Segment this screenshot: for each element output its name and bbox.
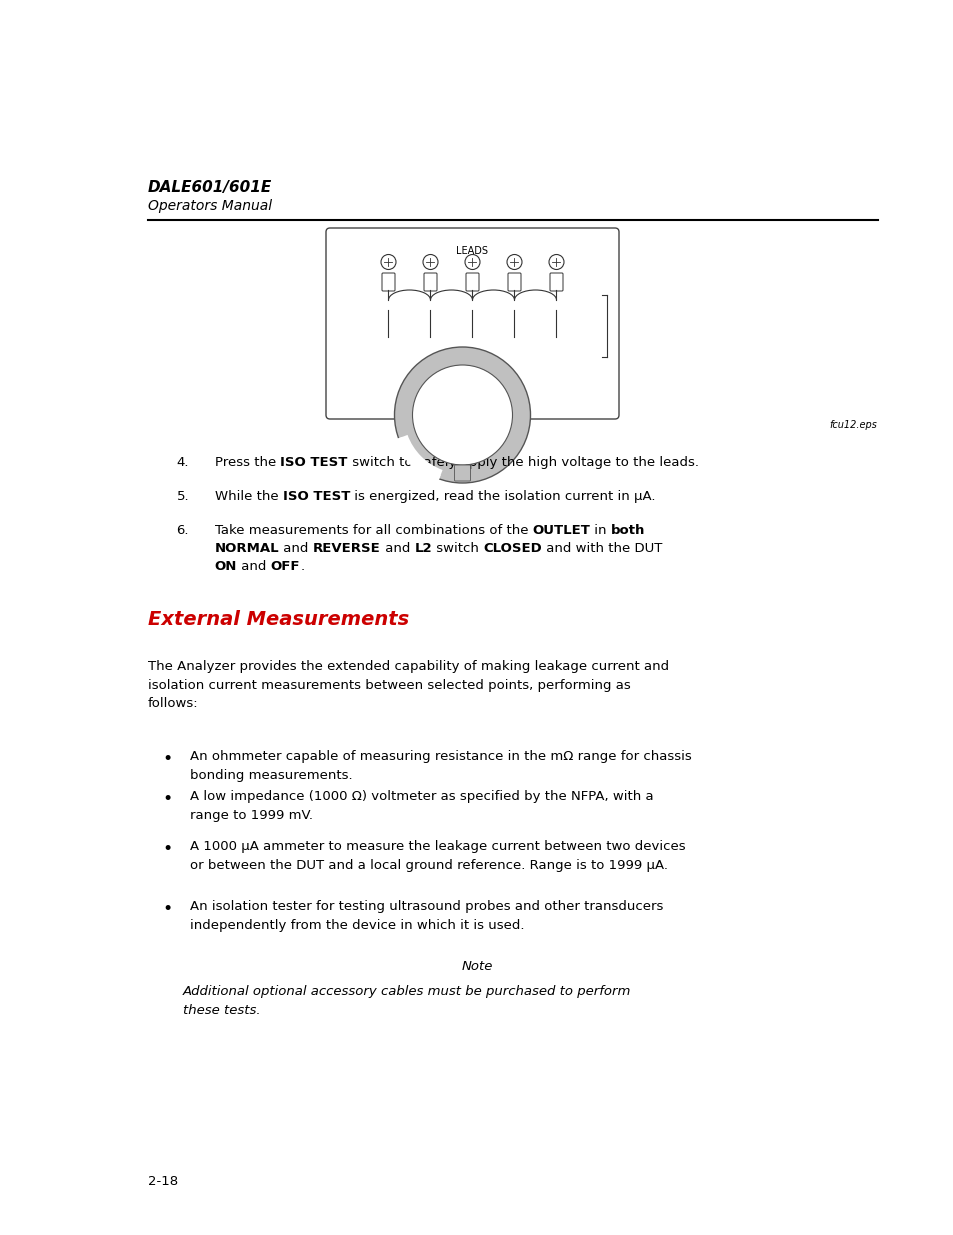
Text: Operators Manual: Operators Manual: [148, 199, 272, 212]
Text: ON: ON: [214, 559, 236, 573]
Text: The Analyzer provides the extended capability of making leakage current and
isol: The Analyzer provides the extended capab…: [148, 659, 668, 710]
FancyBboxPatch shape: [465, 273, 478, 291]
Text: is energized, read the isolation current in μA.: is energized, read the isolation current…: [350, 490, 655, 503]
Text: CLOSED: CLOSED: [482, 542, 541, 555]
Text: While the: While the: [214, 490, 282, 503]
Circle shape: [464, 254, 479, 269]
FancyBboxPatch shape: [507, 273, 520, 291]
Text: A 1000 μA ammeter to measure the leakage current between two devices
or between : A 1000 μA ammeter to measure the leakage…: [190, 840, 685, 872]
FancyBboxPatch shape: [454, 466, 470, 480]
FancyBboxPatch shape: [550, 273, 562, 291]
Text: and: and: [236, 559, 271, 573]
Text: •: •: [163, 790, 172, 808]
Circle shape: [506, 254, 521, 269]
Text: NORMAL: NORMAL: [214, 542, 279, 555]
Text: •: •: [163, 900, 172, 918]
Text: OFF: OFF: [271, 559, 300, 573]
Text: switch: switch: [432, 542, 482, 555]
Circle shape: [395, 347, 530, 483]
Text: A low impedance (1000 Ω) voltmeter as specified by the NFPA, with a
range to 199: A low impedance (1000 Ω) voltmeter as sp…: [190, 790, 653, 821]
Text: Press the: Press the: [214, 456, 280, 469]
Text: •: •: [163, 840, 172, 858]
Text: An isolation tester for testing ultrasound probes and other transducers
independ: An isolation tester for testing ultrasou…: [190, 900, 662, 931]
Text: LEADS: LEADS: [456, 246, 488, 256]
Text: and: and: [380, 542, 414, 555]
Circle shape: [380, 254, 395, 269]
Text: 5.: 5.: [176, 490, 189, 503]
Text: An ohmmeter capable of measuring resistance in the mΩ range for chassis
bonding : An ohmmeter capable of measuring resista…: [190, 750, 691, 782]
Text: ISO TEST: ISO TEST: [282, 490, 350, 503]
Circle shape: [412, 366, 512, 466]
Text: and with the DUT: and with the DUT: [541, 542, 661, 555]
Text: fcu12.eps: fcu12.eps: [829, 420, 877, 430]
FancyBboxPatch shape: [423, 273, 436, 291]
Text: Take measurements for all combinations of the: Take measurements for all combinations o…: [214, 524, 532, 537]
Text: REVERSE: REVERSE: [313, 542, 380, 555]
Text: External Measurements: External Measurements: [148, 610, 409, 629]
FancyBboxPatch shape: [326, 228, 618, 419]
Text: switch to safely apply the high voltage to the leads.: switch to safely apply the high voltage …: [347, 456, 698, 469]
Text: 6.: 6.: [176, 524, 189, 537]
Text: and: and: [279, 542, 313, 555]
Text: ISO TEST: ISO TEST: [280, 456, 347, 469]
Circle shape: [548, 254, 563, 269]
Text: DALE601/601E: DALE601/601E: [148, 180, 272, 195]
Text: in: in: [590, 524, 610, 537]
Circle shape: [422, 254, 437, 269]
Text: •: •: [163, 750, 172, 768]
Text: OUTLET: OUTLET: [532, 524, 590, 537]
Text: 4.: 4.: [176, 456, 189, 469]
Text: .: .: [300, 559, 304, 573]
Text: Additional optional accessory cables must be purchased to perform
these tests.: Additional optional accessory cables mus…: [183, 986, 631, 1016]
Text: Note: Note: [461, 960, 492, 973]
Text: both: both: [610, 524, 645, 537]
Text: L2: L2: [414, 542, 432, 555]
FancyBboxPatch shape: [381, 273, 395, 291]
Text: 2-18: 2-18: [148, 1174, 178, 1188]
